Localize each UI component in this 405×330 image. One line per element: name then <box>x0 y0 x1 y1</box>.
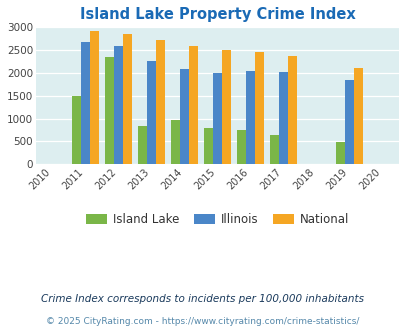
Bar <box>213 73 222 164</box>
Text: Crime Index corresponds to incidents per 100,000 inhabitants: Crime Index corresponds to incidents per… <box>41 294 364 304</box>
Bar <box>353 68 362 164</box>
Bar <box>237 130 245 164</box>
Bar <box>278 73 287 164</box>
Bar <box>287 56 296 164</box>
Bar <box>171 120 179 164</box>
Text: © 2025 CityRating.com - https://www.cityrating.com/crime-statistics/: © 2025 CityRating.com - https://www.city… <box>46 317 359 326</box>
Bar <box>269 135 278 164</box>
Bar <box>204 128 213 164</box>
Legend: Island Lake, Illinois, National: Island Lake, Illinois, National <box>81 208 353 231</box>
Bar <box>179 69 188 164</box>
Bar <box>90 31 98 164</box>
Bar <box>138 126 147 164</box>
Bar <box>156 40 164 164</box>
Bar <box>114 47 123 164</box>
Bar <box>344 80 353 164</box>
Bar <box>222 50 230 164</box>
Bar <box>188 46 197 164</box>
Bar <box>105 57 114 164</box>
Bar <box>123 34 132 164</box>
Bar <box>81 42 90 164</box>
Bar <box>335 142 344 164</box>
Bar <box>147 61 156 164</box>
Bar <box>72 96 81 164</box>
Bar <box>245 71 254 164</box>
Title: Island Lake Property Crime Index: Island Lake Property Crime Index <box>79 7 354 22</box>
Bar <box>254 52 263 164</box>
